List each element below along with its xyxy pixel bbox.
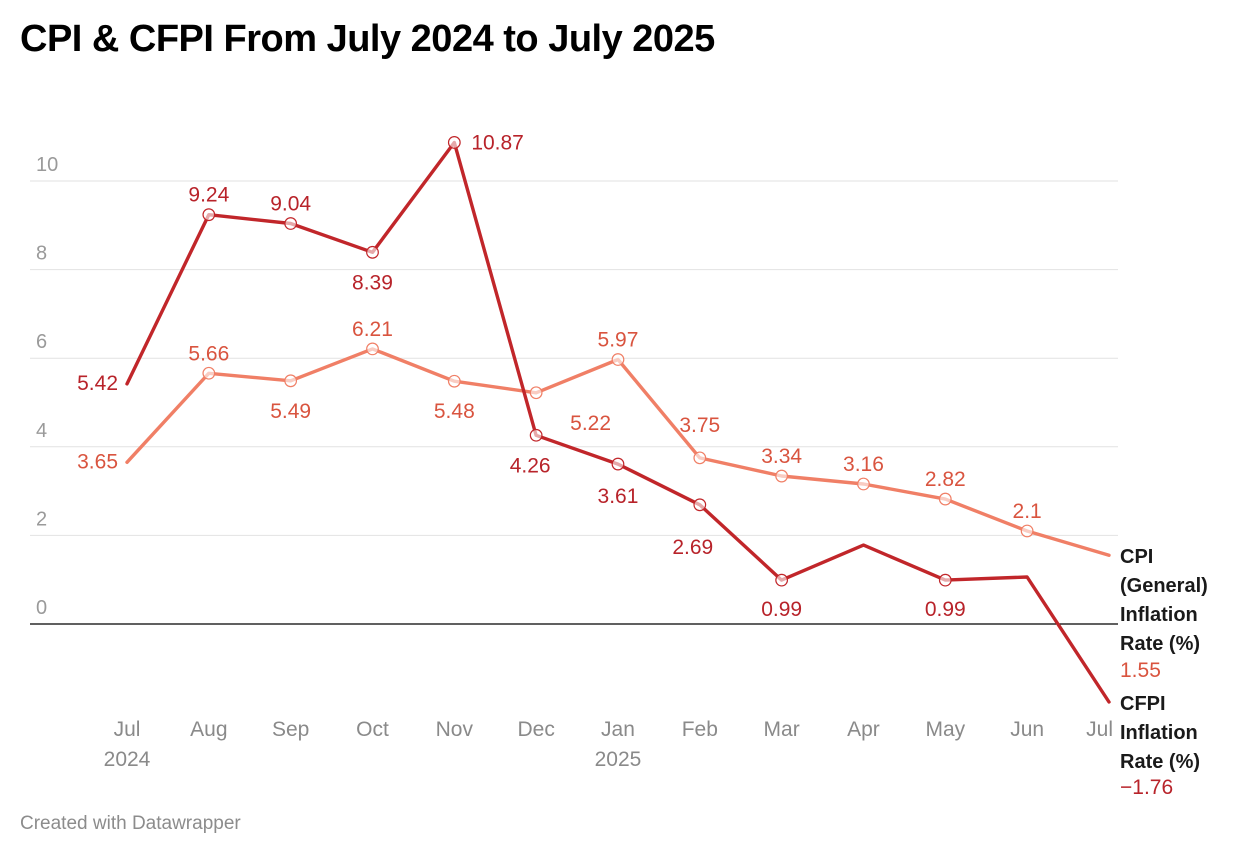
cpi-marker — [366, 342, 379, 356]
cfpi-marker — [366, 245, 379, 259]
cfpi-end-value: −1.76 — [1120, 776, 1173, 799]
cpi-marker — [447, 374, 461, 388]
cfpi-series-name: Rate (%) — [1120, 751, 1200, 773]
cfpi-marker — [775, 573, 789, 587]
series-markers — [202, 136, 1034, 587]
cpi-data-label: 5.97 — [598, 329, 639, 352]
cfpi-series-name: CFPI — [1120, 693, 1166, 715]
y-tick-label: 10 — [36, 154, 58, 176]
cpi-data-label: 3.16 — [843, 453, 884, 476]
cpi-marker — [1020, 524, 1034, 538]
cfpi-series-name: Inflation — [1120, 722, 1198, 744]
cfpi-marker — [938, 573, 952, 587]
x-tick-label: Oct — [356, 718, 389, 741]
cpi-series-name: CPI — [1120, 546, 1153, 568]
x-tick-label: Nov — [436, 718, 474, 741]
cpi-line — [125, 347, 1111, 557]
cpi-marker — [693, 451, 707, 465]
x-tick-label: Jun — [1010, 718, 1044, 741]
y-tick-label: 0 — [36, 597, 47, 619]
cpi-end-value: 1.55 — [1120, 659, 1161, 682]
x-tick-label: Jan — [601, 718, 635, 741]
cpi-data-label: 3.65 — [77, 450, 118, 473]
y-tick-label: 8 — [36, 243, 47, 265]
cpi-data-label: 5.48 — [434, 400, 475, 423]
y-tick-label: 4 — [36, 420, 47, 442]
cpi-data-label: 5.22 — [570, 412, 611, 435]
x-tick-label: Jul — [114, 718, 141, 741]
cfpi-data-label: 9.24 — [188, 184, 229, 207]
cfpi-marker — [284, 217, 298, 230]
x-tick-label: Sep — [272, 718, 309, 741]
x-tick-label: Aug — [190, 718, 227, 741]
cpi-marker — [284, 374, 298, 388]
chart-title: CPI & CFPI From July 2024 to July 2025 — [20, 18, 715, 60]
cpi-series-name: Inflation — [1120, 604, 1198, 626]
cfpi-data-label: 8.39 — [352, 271, 393, 294]
cpi-data-label: 2.82 — [925, 468, 966, 491]
cfpi-marker — [202, 208, 216, 222]
cfpi-data-label: 4.26 — [510, 454, 551, 477]
cpi-marker — [938, 492, 952, 506]
cfpi-marker — [693, 498, 707, 512]
x-tick-label: Dec — [517, 718, 554, 741]
grid-layer: 0 2 4 6 8 10 — [30, 154, 1118, 625]
y-tick-label: 2 — [36, 508, 47, 530]
cpi-marker — [775, 469, 789, 483]
cfpi-data-label: 2.69 — [672, 536, 713, 559]
x-tick-label: Mar — [764, 718, 800, 741]
cfpi-data-label: 0.99 — [761, 598, 802, 621]
cpi-marker — [529, 386, 543, 400]
cfpi-data-label: 5.42 — [77, 372, 118, 395]
x-tick-label: Feb — [682, 718, 718, 741]
cpi-series-name: (General) — [1120, 575, 1208, 597]
cpi-data-label: 3.34 — [761, 445, 802, 468]
cpi-data-label: 5.66 — [188, 342, 229, 365]
x-tick-label: Apr — [847, 718, 880, 741]
x-tick-sublabel: 2024 — [104, 748, 151, 771]
cpi-data-label: 3.75 — [679, 414, 720, 437]
cpi-marker — [611, 353, 625, 366]
x-tick-label: May — [925, 718, 965, 741]
cfpi-marker — [529, 428, 543, 442]
cfpi-marker — [611, 457, 625, 471]
cpi-marker — [202, 366, 216, 380]
cpi-marker — [857, 477, 870, 491]
cfpi-data-label: 0.99 — [925, 598, 966, 621]
x-tick-label: Jul — [1086, 718, 1113, 741]
x-tick-sublabel: 2025 — [595, 748, 642, 771]
x-axis: Jul 2024 Aug Sep Oct Nov Dec Jan 2025 Feb Mar Apr Ma… — [104, 718, 1113, 771]
cpi-data-label: 6.21 — [352, 318, 393, 341]
series-legend: CPI (General) Inflation Rate (%) 1.55 CFPI Inf… — [1120, 546, 1208, 799]
cfpi-data-label: 3.61 — [598, 485, 639, 508]
cpi-data-label: 5.49 — [270, 400, 311, 423]
cfpi-marker — [447, 136, 461, 149]
data-labels: 3.65 5.66 5.49 6.21 5.48 5.22 5.97 3.75 3.34 3.16… — [77, 131, 1042, 621]
cpi-data-label: 2.1 — [1013, 500, 1042, 523]
footer-credit: Created with Datawrapper — [20, 813, 241, 834]
cfpi-data-label: 10.87 — [471, 131, 524, 154]
y-tick-label: 6 — [36, 331, 47, 353]
cfpi-data-label: 9.04 — [270, 193, 311, 216]
cpi-series-name: Rate (%) — [1120, 633, 1200, 655]
